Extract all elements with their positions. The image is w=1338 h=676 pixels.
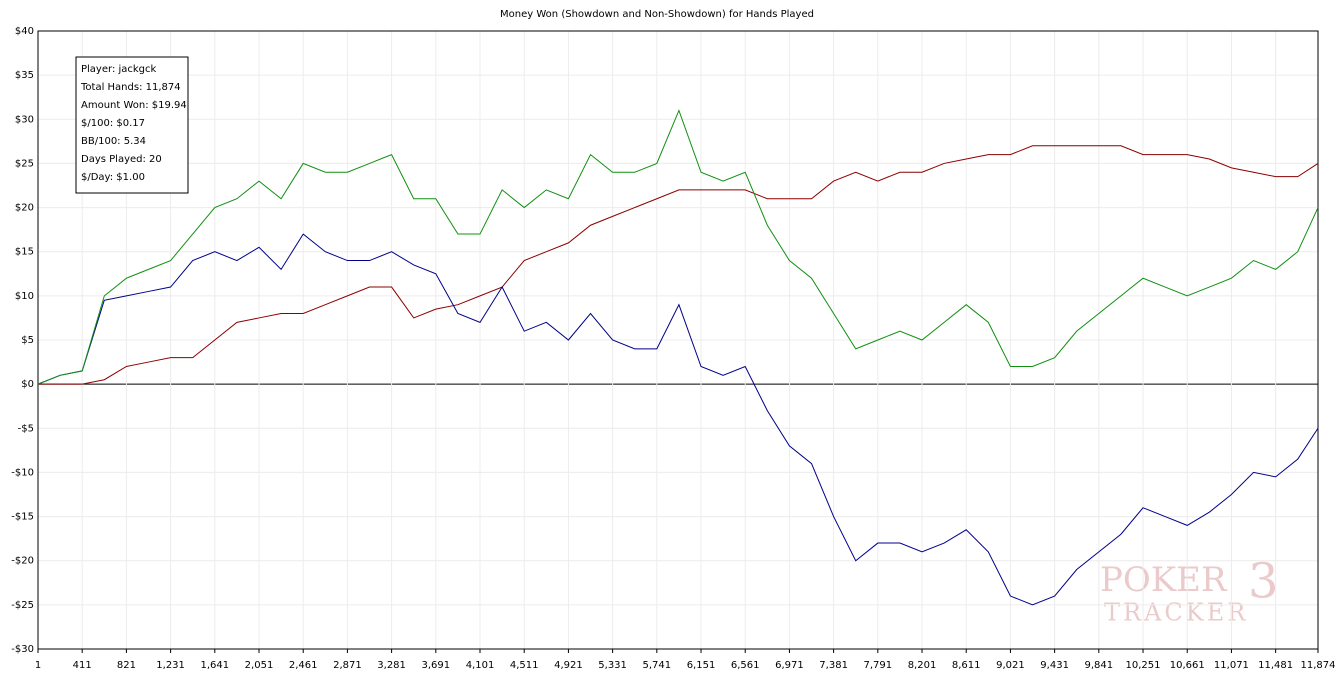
- x-tick-label: 7,791: [864, 660, 893, 671]
- x-tick-label: 3,691: [421, 660, 450, 671]
- x-tick-label: 5,741: [642, 660, 671, 671]
- info-line: Player: jackgck: [81, 64, 157, 75]
- chart-title: Money Won (Showdown and Non-Showdown) fo…: [500, 9, 814, 20]
- info-line: $/100: $0.17: [81, 118, 145, 129]
- y-tick-label: $10: [15, 291, 34, 302]
- info-line: BB/100: 5.34: [81, 136, 146, 147]
- info-line: Amount Won: $19.94: [81, 100, 187, 111]
- y-tick-label: $5: [21, 335, 34, 346]
- x-tick-label: 5,331: [598, 660, 627, 671]
- series-line: [37, 109, 1319, 385]
- x-tick-label: 9,021: [996, 660, 1025, 671]
- y-tick-label: -$15: [11, 512, 34, 523]
- x-tick-label: 1,231: [156, 660, 185, 671]
- x-tick-label: 7,381: [819, 660, 848, 671]
- x-tick-label: 1: [35, 660, 41, 671]
- x-tick-label: 1,641: [200, 660, 229, 671]
- x-tick-label: 8,611: [952, 660, 981, 671]
- x-tick-label: 4,101: [466, 660, 495, 671]
- watermark-text: POKER: [1100, 560, 1228, 600]
- x-tick-label: 2,461: [289, 660, 318, 671]
- x-tick-label: 9,841: [1085, 660, 1114, 671]
- x-tick-label: 821: [117, 660, 136, 671]
- x-tick-label: 3,281: [377, 660, 406, 671]
- x-tick-label: 11,071: [1214, 660, 1249, 671]
- x-tick-label: 2,871: [333, 660, 362, 671]
- x-tick-label: 4,511: [510, 660, 539, 671]
- x-tick-label: 11,481: [1258, 660, 1293, 671]
- info-line: Total Hands: 11,874: [80, 82, 181, 93]
- watermark-badge: 3: [1248, 554, 1279, 610]
- y-tick-label: $35: [15, 70, 34, 81]
- x-tick-label: 6,561: [731, 660, 760, 671]
- y-tick-label: -$10: [11, 467, 34, 478]
- watermark: POKER 3 TRACKER: [1100, 554, 1279, 627]
- y-tick-label: $0: [21, 379, 34, 390]
- y-tick-label: $15: [15, 247, 34, 258]
- x-tick-label: 9,431: [1040, 660, 1069, 671]
- x-tick-label: 6,151: [687, 660, 716, 671]
- info-line: Days Played: 20: [81, 154, 162, 165]
- plot-frame: [37, 30, 1319, 650]
- y-tick-label: $30: [15, 114, 34, 125]
- x-tick-label: 10,661: [1170, 660, 1205, 671]
- watermark-text: TRACKER: [1104, 599, 1248, 627]
- y-tick-label: $20: [15, 203, 34, 214]
- x-tick-label: 411: [73, 660, 92, 671]
- y-tick-label: -$25: [11, 600, 34, 611]
- info-line: $/Day: $1.00: [81, 172, 145, 183]
- x-tick-label: 10,251: [1126, 660, 1161, 671]
- info-box-frame: [75, 56, 189, 194]
- series-line: [37, 233, 1319, 606]
- x-tick-label: 11,874: [1301, 660, 1336, 671]
- y-tick-label: -$20: [11, 556, 34, 567]
- series-line: [38, 145, 1319, 385]
- x-tick-label: 6,971: [775, 660, 804, 671]
- y-tick-label: $40: [15, 26, 34, 37]
- x-tick-label: 8,201: [908, 660, 937, 671]
- x-tick-label: 2,051: [245, 660, 274, 671]
- y-tick-label: $25: [15, 158, 34, 169]
- y-tick-label: -$5: [18, 423, 34, 434]
- info-box: Player: jackgck Total Hands: 11,874 Amount…: [75, 56, 189, 194]
- x-tick-label: 4,921: [554, 660, 583, 671]
- y-tick-label: -$30: [11, 644, 34, 655]
